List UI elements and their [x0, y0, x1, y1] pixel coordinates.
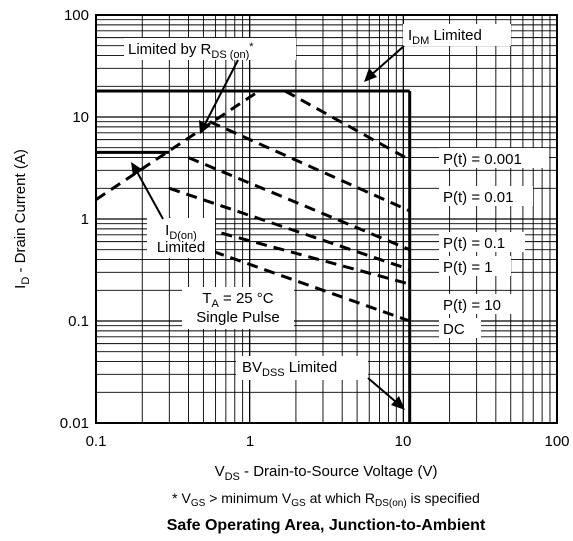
label-box: [182, 287, 294, 329]
dashed-series-line: [284, 89, 411, 162]
arrow-idon: [135, 169, 164, 220]
arrow-idm: [369, 45, 405, 77]
arrow-head: [199, 120, 210, 134]
dashed-series-line: [195, 244, 411, 323]
plot-frame: [95, 14, 558, 424]
y-tick-labels: 0.01 0.1 1 10 100: [60, 7, 89, 432]
y-tick-label: 0.01: [60, 415, 89, 432]
x-tick-label: 0.1: [86, 433, 107, 450]
rds-limit-label: Limited by RDS (on)*: [128, 41, 254, 61]
label-box: [439, 148, 549, 168]
p10-label: P(t) = 10: [443, 297, 501, 314]
label-box: [439, 256, 511, 276]
arrow-bvdss: [367, 377, 397, 403]
dashed-series-line: [95, 89, 260, 201]
arrows: [131, 45, 405, 410]
p1-label: P(t) = 1: [443, 259, 493, 276]
idon-limit-label: ID(on): [165, 222, 197, 242]
x-tick-label: 1: [246, 433, 254, 450]
y-tick-label: 10: [72, 109, 89, 126]
idon-limit-label-line2: Limited: [157, 239, 205, 256]
y-tick-label: 0.1: [68, 313, 89, 330]
idm-limit-label: IDM Limited: [408, 27, 482, 47]
label-box: [147, 218, 215, 258]
arrow-head: [364, 68, 377, 82]
dc-label: DC: [443, 321, 465, 338]
footnote: * VGS > minimum VGS at which RDS(on) is …: [172, 490, 480, 509]
annotations: Limited by RDS (on)* IDM Limited ID(on) …: [124, 24, 549, 380]
x-tick-labels: 0.1 1 10 100: [86, 433, 570, 450]
label-box: [439, 186, 533, 206]
p0001-label: P(t) = 0.001: [443, 151, 522, 168]
dashed-series-line: [187, 156, 411, 252]
label-box: [439, 318, 481, 338]
arrow-rds: [203, 59, 239, 127]
dashed-series-line: [209, 120, 411, 213]
p001-label: P(t) = 0.01: [443, 189, 513, 206]
y-axis-title: ID - Drain Current (A): [12, 149, 32, 289]
arrow-head: [391, 396, 405, 410]
label-box: [439, 232, 525, 252]
label-box: [124, 38, 296, 60]
chart-caption: Safe Operating Area, Junction-to-Ambient: [167, 517, 486, 534]
y-tick-label: 1: [81, 211, 89, 228]
label-box: [439, 294, 521, 314]
x-tick-label: 10: [395, 433, 412, 450]
p01-label: P(t) = 0.1: [443, 235, 505, 252]
x-axis-title: VDS - Drain-to-Source Voltage (V): [215, 463, 438, 483]
y-tick-label: 100: [64, 7, 89, 24]
bvdss-limit-label: BVDSS Limited: [242, 359, 337, 379]
single-pulse-label: Single Pulse: [196, 309, 279, 326]
dashed-series-line: [168, 186, 411, 271]
arrow-head: [131, 162, 143, 176]
ta-label: TA = 25 °C: [202, 290, 273, 310]
label-box: [236, 356, 368, 380]
x-tick-label: 100: [544, 433, 569, 450]
label-box: [403, 24, 511, 46]
